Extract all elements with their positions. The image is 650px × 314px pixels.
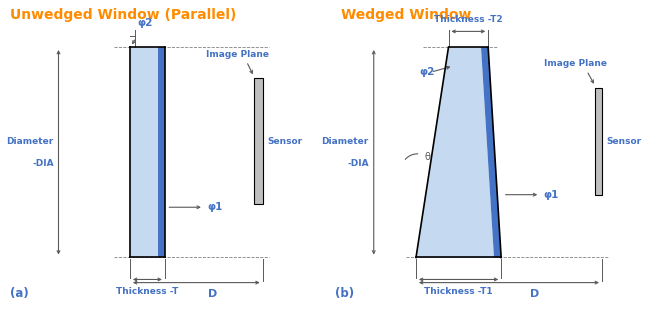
Polygon shape [416, 47, 494, 257]
Text: (a): (a) [10, 287, 29, 300]
Text: Image Plane: Image Plane [206, 50, 268, 58]
Polygon shape [481, 47, 501, 257]
Text: Unwedged Window (Parallel): Unwedged Window (Parallel) [10, 8, 236, 22]
Text: Thickness -T: Thickness -T [116, 287, 179, 295]
Polygon shape [595, 88, 602, 195]
Text: φ1: φ1 [207, 202, 222, 212]
Text: θ: θ [424, 152, 430, 162]
Text: φ2: φ2 [419, 67, 435, 77]
Text: φ2: φ2 [138, 18, 153, 28]
Text: D: D [530, 289, 540, 299]
Text: D: D [208, 289, 217, 299]
Text: φ1: φ1 [543, 190, 559, 200]
Text: Thickness -T2: Thickness -T2 [434, 15, 502, 24]
Text: Sensor: Sensor [268, 137, 303, 146]
Text: Diameter: Diameter [6, 137, 54, 146]
Text: (b): (b) [335, 287, 354, 300]
Text: Diameter: Diameter [322, 137, 369, 146]
Polygon shape [130, 47, 157, 257]
Text: Sensor: Sensor [607, 137, 642, 146]
Polygon shape [157, 47, 164, 257]
Polygon shape [254, 78, 263, 204]
Text: -DIA: -DIA [32, 159, 54, 168]
Text: Wedged Window: Wedged Window [341, 8, 472, 22]
Text: Thickness -T1: Thickness -T1 [424, 287, 493, 295]
Text: Image Plane: Image Plane [544, 59, 606, 68]
Text: -DIA: -DIA [347, 159, 369, 168]
